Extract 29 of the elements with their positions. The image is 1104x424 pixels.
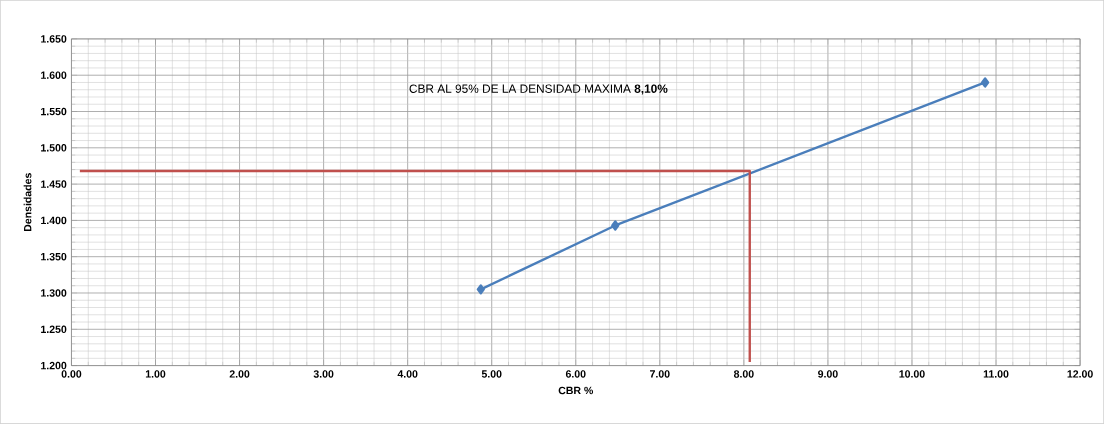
x-tick-label: 12.00 bbox=[1067, 370, 1093, 378]
point bbox=[611, 220, 620, 231]
y-tick-label: 1.450 bbox=[41, 180, 67, 188]
point bbox=[980, 77, 990, 88]
y-tick-label: 1.600 bbox=[41, 71, 67, 79]
y-tick-label: 1.350 bbox=[41, 252, 67, 261]
y-tick-label: 1.500 bbox=[41, 144, 67, 152]
x-tick-label: 2.00 bbox=[229, 370, 250, 378]
x-tick-label: 3.00 bbox=[313, 370, 334, 378]
y-tick-label: 1.250 bbox=[41, 325, 67, 334]
x-tick-label: 10.00 bbox=[899, 370, 925, 378]
y-tick-label: 1.200 bbox=[41, 361, 67, 370]
y-tick-label: 1.650 bbox=[41, 35, 67, 43]
x-tick-label: 7.00 bbox=[650, 370, 670, 378]
x-tick-label: 8.00 bbox=[733, 370, 754, 378]
x-tick-label: 1.00 bbox=[145, 370, 166, 378]
x-tick-label: 9.00 bbox=[818, 370, 838, 378]
point bbox=[476, 284, 485, 295]
x-tick-label: 4.00 bbox=[397, 370, 418, 378]
x-tick-label: 11.00 bbox=[983, 370, 1009, 378]
x-tick-label: 6.00 bbox=[565, 370, 586, 378]
y-axis-title: Densidades bbox=[23, 173, 32, 232]
x-tick-label: 0.00 bbox=[61, 370, 82, 378]
annotation: CBR AL 95% DE LA DENSIDAD MAXIMA 8,10% bbox=[409, 84, 668, 95]
x-axis-title: CBR % bbox=[558, 386, 594, 395]
y-tick-label: 1.300 bbox=[41, 289, 67, 297]
y-tick-label: 1.550 bbox=[41, 107, 67, 116]
x-tick-label: 5.00 bbox=[481, 370, 502, 378]
y-tick-label: 1.400 bbox=[41, 216, 67, 225]
